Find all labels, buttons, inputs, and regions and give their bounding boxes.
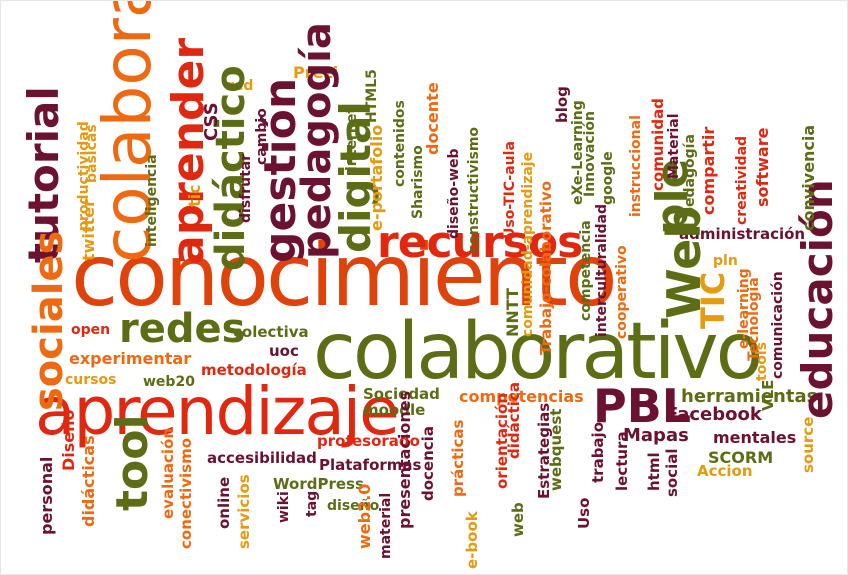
word-web2dot0: web2.0 xyxy=(355,483,374,549)
word-diseno2: Diseño xyxy=(59,409,78,471)
word-twitter: twitter xyxy=(79,199,98,261)
word-comunidad: comunidad xyxy=(649,98,667,191)
word-source: source xyxy=(799,416,817,473)
word-uoc: uoc xyxy=(269,342,299,360)
word-vle: VLE xyxy=(759,379,777,411)
word-aprendizaje: aprendizaje xyxy=(35,373,400,450)
word-tic: TIC xyxy=(694,271,732,329)
word-lectura: lectura xyxy=(613,431,631,491)
word-diseno: diseño xyxy=(327,498,380,514)
word-software: software xyxy=(753,127,772,207)
word-docente: docente xyxy=(423,82,442,155)
word-convivencia: convivencia xyxy=(799,124,818,231)
word-tool: tool xyxy=(107,414,158,511)
word-material2: material xyxy=(378,492,394,559)
word-herramientas: herramientas xyxy=(681,386,818,407)
word-metodologia: metodología xyxy=(201,361,307,379)
word-html: html xyxy=(645,452,663,491)
word-usoticaula: Uso-TIC-aula xyxy=(502,141,518,239)
word-personal: personal xyxy=(37,456,56,535)
word-compartir: compartir xyxy=(699,126,718,215)
word-css: CSS xyxy=(201,102,222,141)
word-colectiva: colectiva xyxy=(233,323,309,341)
word-practicas: prácticas xyxy=(449,419,467,497)
word-didactica: didáctica xyxy=(505,382,523,459)
word-presentaciones: presentaciones xyxy=(395,390,414,529)
word-pbl: PBL xyxy=(593,379,692,433)
word-aprender: aprender xyxy=(163,37,214,265)
word-redes: redes xyxy=(119,306,246,352)
word-scorm: SCORM xyxy=(708,448,774,467)
word-webquest: webquest xyxy=(547,408,565,491)
word-interculturalidad: interculturalidad xyxy=(594,203,610,337)
word-facebook: Facebook xyxy=(666,404,762,425)
word-competencias: competencias xyxy=(459,387,584,406)
word-eportafolio: e-portafolio xyxy=(367,124,386,231)
word-experimentar: experimentar xyxy=(69,349,192,368)
word-trabajo: trabajo xyxy=(589,422,607,483)
word-blog: blog xyxy=(553,86,571,123)
word-competencia: competencia xyxy=(578,220,594,321)
word-contenidos: contenidos xyxy=(392,100,408,187)
word-ebook: e-book xyxy=(463,511,481,569)
word-tic2: tic xyxy=(185,184,204,207)
word-instruccional: instruccional xyxy=(628,115,644,217)
word-accion: Accion xyxy=(697,462,753,480)
word-mapas: Mapas xyxy=(623,425,689,446)
word-red: red xyxy=(227,78,254,94)
word-docencia: docencia xyxy=(419,426,437,501)
word-accesibilidad: accesibilidad xyxy=(207,449,317,467)
word-pln: pln xyxy=(713,253,738,269)
word-evaluacion: evaluación xyxy=(159,427,177,519)
word-administracion: administración xyxy=(679,225,806,243)
word-didacticas: didácticas xyxy=(79,435,98,527)
word-innovacion: Innovación xyxy=(582,110,598,197)
word-cooperativo: cooperativo xyxy=(614,245,630,339)
word-uso: Uso xyxy=(575,497,593,529)
word-profesorado: profesorado xyxy=(317,432,420,450)
word-servicios: servicios xyxy=(235,474,253,549)
word-internet: internet xyxy=(344,106,360,171)
word-sociedad: Sociedad xyxy=(363,385,440,403)
word-web3: web xyxy=(509,502,527,537)
word-disenoweb: diseño-web xyxy=(446,148,462,240)
word-social: social xyxy=(663,448,681,497)
word-constructivismo: constructivismo xyxy=(466,126,482,253)
word-trabajocolaborativo: Trabajo-colaborativo xyxy=(537,180,555,355)
word-pedagogia2: pedagogía xyxy=(682,134,698,217)
word-conectivismo: conectivismo xyxy=(177,437,195,549)
word-recursos: recursos xyxy=(377,217,583,268)
word-mentales: mentales xyxy=(713,428,797,447)
word-wordpress: WordPress xyxy=(273,475,364,493)
word-sharismo: Sharismo xyxy=(410,145,426,219)
word-cambio: cambio xyxy=(254,108,270,165)
word-material: Material xyxy=(666,113,682,179)
word-disfrutar: disfrutar xyxy=(238,153,254,223)
word-sociales: sociales xyxy=(26,230,72,411)
word-tools: tools xyxy=(754,341,770,381)
word-comunicacion: comunicación xyxy=(770,271,786,379)
word-nntt: NNTT xyxy=(503,288,522,337)
word-cursos: cursos xyxy=(65,372,117,388)
word-html5: HTML5 xyxy=(364,69,380,123)
word-conocimiento: conocimiento xyxy=(71,226,618,326)
word-inteligencia: inteligencia xyxy=(144,154,160,247)
word-google: google xyxy=(600,151,616,205)
word-web20: web20 xyxy=(143,374,195,390)
word-wiki: wiki xyxy=(276,491,292,523)
word-colaborativo: colaborativo xyxy=(313,307,763,397)
word-prezi: Prezi xyxy=(293,63,339,82)
word-plataformas: Plataformas xyxy=(319,456,422,474)
word-tag: tag xyxy=(304,490,320,517)
word-comunidadaprendizaje: comunidad-aprendizaje xyxy=(520,151,536,337)
word-moodle: moodle xyxy=(363,401,426,419)
word-online: online xyxy=(215,476,233,529)
word-open: open xyxy=(71,322,111,338)
word-creatividad: creatividad xyxy=(734,135,750,225)
